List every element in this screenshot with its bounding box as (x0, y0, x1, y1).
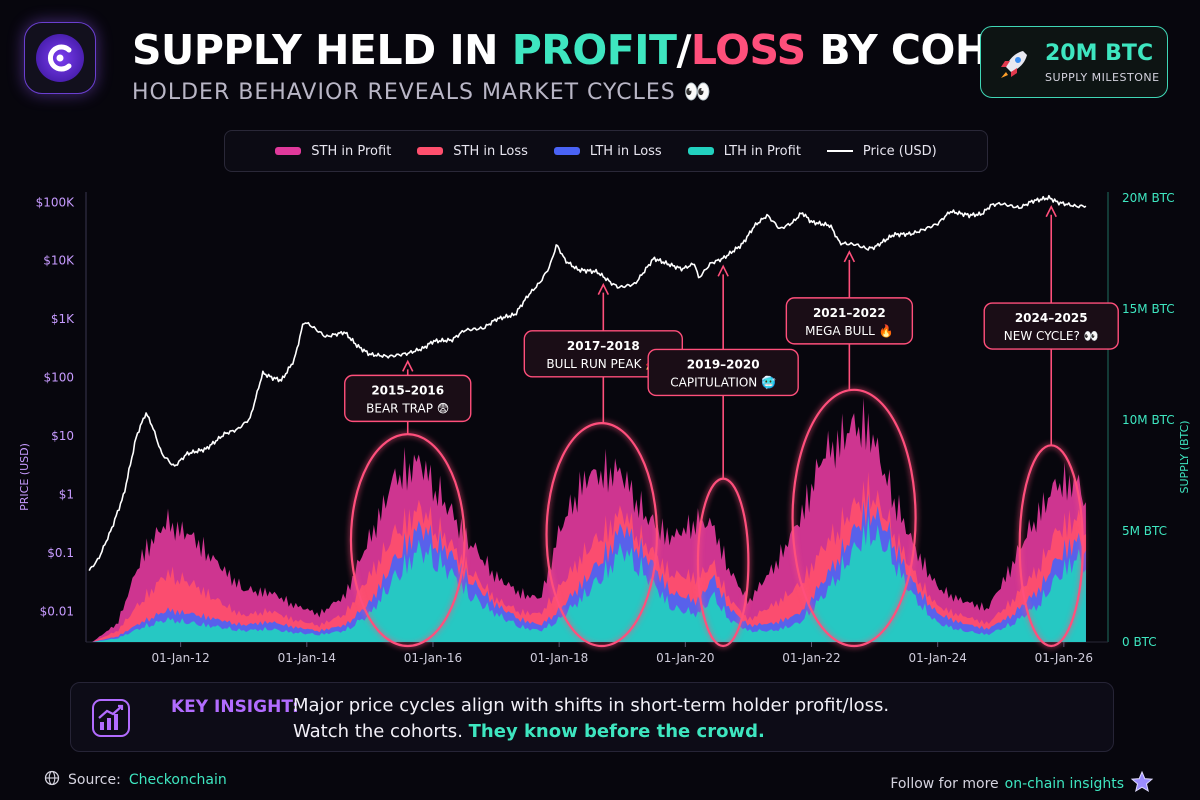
highlight-ellipse (791, 388, 917, 648)
page-title: SUPPLY HELD IN PROFIT/LOSS BY COHORT (132, 26, 1080, 74)
right-axis-tick-label: 5M BTC (1122, 524, 1167, 538)
legend-item-lth-loss: LTH in Loss (553, 143, 662, 159)
price-line (88, 194, 1087, 571)
milestone-value: 20M BTC (1045, 41, 1154, 66)
callout-period: 2015–2016 (371, 383, 444, 397)
callout-arrowhead (717, 264, 729, 277)
callout-label: NEW CYCLE? 👀 (1004, 329, 1099, 343)
globe-icon (44, 770, 60, 790)
annotation-callout: 2024–2025 NEW CYCLE? 👀 (983, 302, 1119, 350)
title-slash: / (676, 26, 691, 74)
legend-swatch (417, 147, 444, 155)
right-axis-tick-label: 0 BTC (1122, 635, 1157, 649)
left-axis-tick-label: $10 (51, 429, 74, 443)
follow-cta: Follow for more on-chain insights (890, 770, 1154, 798)
legend-item-price: Price (USD) (826, 143, 937, 159)
callout-label: BEAR TRAP 😨 (366, 401, 449, 415)
right-axis-label: SUPPLY (BTC) (1178, 420, 1191, 493)
callout-arrowhead (597, 282, 610, 295)
annotation-callout: 2021–2022 MEGA BULL 🔥 (785, 297, 914, 345)
title-profit: PROFIT (511, 26, 677, 74)
x-axis-tick-label: 01-Jan-24 (908, 651, 966, 665)
left-axis-tick-label: $1 (59, 488, 74, 502)
x-axis-tick-label: 01-Jan-20 (656, 651, 714, 665)
callout-box (983, 302, 1119, 350)
legend-label: Price (USD) (862, 143, 937, 159)
left-axis-tick-label: $100 (43, 371, 74, 385)
callout-box (344, 374, 472, 423)
legend-label: STH in Loss (453, 143, 528, 159)
source-link[interactable]: Checkonchain (128, 772, 227, 788)
callout-period: 2024–2025 (1015, 311, 1088, 325)
x-axis-tick-label: 01-Jan-26 (1035, 651, 1093, 665)
callout-box (785, 297, 914, 345)
callout-arrowhead (402, 359, 414, 372)
rocket-icon (995, 45, 1033, 87)
left-axis-tick-label: $0.1 (47, 546, 74, 560)
left-axis-tick-label: $10K (43, 254, 75, 268)
highlight-ellipse (349, 433, 466, 648)
x-axis-tick-label: 01-Jan-22 (782, 651, 840, 665)
area-lth-in-profit (92, 515, 1086, 642)
callout-label: MEGA BULL 🔥 (805, 324, 893, 338)
chart-legend: STH in Profit STH in Loss LTH in Loss LT… (224, 130, 988, 172)
right-axis-tick-label: 10M BTC (1122, 413, 1175, 427)
x-axis-tick-label: 01-Jan-16 (404, 651, 462, 665)
supply-profit-loss-chart: 2015–2016 BEAR TRAP 😨 2017–2018 BULL RUN PE… (18, 191, 1191, 665)
title-part1: SUPPLY HELD IN (132, 26, 512, 74)
right-axis-tick-label: 20M BTC (1122, 191, 1175, 205)
title-loss: LOSS (690, 26, 806, 74)
source-credit: Source: Checkonchain (44, 770, 227, 790)
legend-item-sth-loss: STH in Loss (417, 144, 528, 159)
legend-swatch (687, 147, 714, 155)
follow-prefix: Follow for more (890, 776, 999, 792)
x-axis-tick-label: 01-Jan-18 (530, 651, 588, 665)
legend-item-sth-profit: STH in Profit (275, 144, 391, 159)
callout-period: 2019–2020 (687, 357, 760, 371)
callout-label: CAPITULATION 🥶 (670, 374, 776, 389)
left-axis-label: PRICE (USD) (18, 443, 31, 511)
callout-arrowhead (1045, 204, 1057, 218)
annotation-callout: 2019–2020 CAPITULATION 🥶 (647, 348, 799, 397)
callout-period: 2021–2022 (813, 306, 886, 320)
right-axis-tick-label: 15M BTC (1122, 302, 1175, 316)
x-axis-tick-label: 01-Jan-14 (278, 651, 336, 665)
annotation-callout: 2015–2016 BEAR TRAP 😨 (344, 374, 472, 423)
supply-milestone-badge: 20M BTC SUPPLY MILESTONE (980, 26, 1168, 98)
legend-label: LTH in Loss (589, 143, 662, 159)
legend-item-lth-profit: LTH in Profit (687, 143, 801, 159)
key-insight-title: KEY INSIGHT: (171, 697, 299, 717)
callout-arrowhead (843, 250, 856, 263)
source-prefix: Source: (68, 772, 121, 788)
star-icon (1130, 770, 1154, 798)
page-subtitle: HOLDER BEHAVIOR REVEALS MARKET CYCLES 👀 (132, 80, 713, 105)
follow-link[interactable]: on-chain insights (1004, 776, 1124, 792)
left-axis-tick-label: $0.01 (40, 604, 74, 618)
callout-label: BULL RUN PEAK 🚀 (546, 357, 660, 371)
key-insight-line2: Watch the cohorts. They know before the … (293, 721, 765, 742)
milestone-label: SUPPLY MILESTONE (1045, 71, 1160, 84)
highlight-ellipse (545, 421, 659, 648)
growth-chart-icon (91, 698, 131, 742)
callout-box (647, 348, 799, 397)
key-insight-panel: KEY INSIGHT: Major price cycles align wi… (70, 682, 1114, 752)
key-insight-line1: Major price cycles align with shifts in … (293, 695, 890, 716)
key-insight-line2-prefix: Watch the cohorts. (293, 721, 469, 742)
left-axis-tick-label: $1K (51, 312, 75, 326)
left-axis-tick-label: $100K (36, 195, 76, 209)
legend-swatch (826, 150, 853, 152)
legend-label: STH in Profit (311, 143, 392, 159)
legend-swatch (553, 147, 580, 155)
legend-swatch (275, 147, 302, 155)
checkonchain-logo-icon (24, 22, 96, 94)
legend-label: LTH in Profit (723, 143, 801, 159)
callout-period: 2017–2018 (567, 339, 640, 353)
x-axis-tick-label: 01-Jan-12 (151, 651, 209, 665)
key-insight-highlight: They know before the crowd. (468, 721, 765, 742)
